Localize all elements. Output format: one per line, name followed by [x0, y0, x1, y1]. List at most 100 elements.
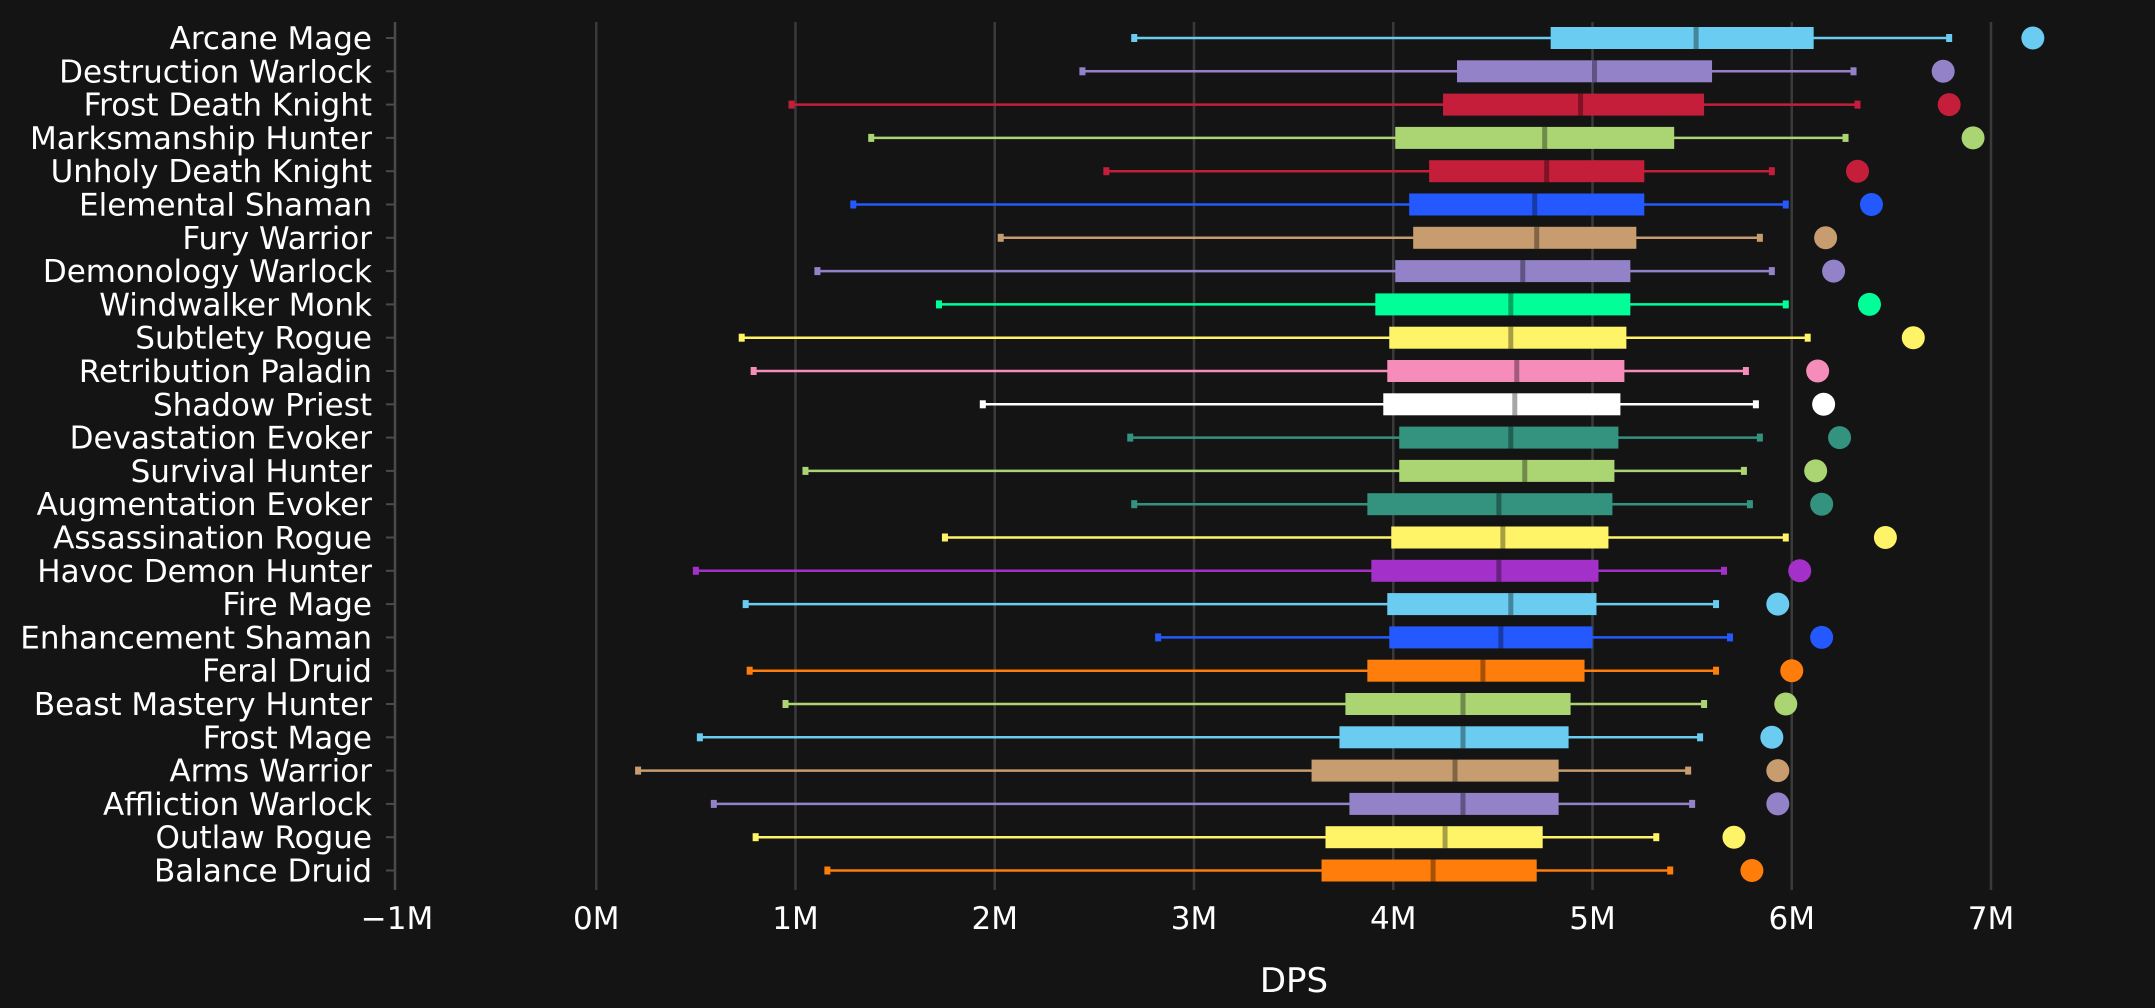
- category-label: Feral Druid: [202, 654, 372, 690]
- top-dps-point: [1931, 59, 1955, 83]
- median-marker: [1512, 393, 1518, 416]
- median-marker: [1496, 493, 1502, 516]
- box-row: [979, 392, 1836, 416]
- iqr-box: [1387, 360, 1625, 382]
- whisker-cap-max: [1946, 34, 1953, 42]
- category-label: Destruction Warlock: [59, 54, 372, 90]
- x-axis: −1M 0M 1M 2M 3M 4M 5M 6M 7M: [361, 901, 2014, 937]
- median-marker: [1442, 826, 1448, 849]
- whisker-cap-max: [1742, 367, 1749, 375]
- whisker-cap-max: [1768, 267, 1775, 276]
- median-marker: [1693, 27, 1699, 49]
- box-row: [692, 559, 1812, 583]
- category-label: Arms Warrior: [169, 754, 372, 790]
- box-row: [868, 126, 1985, 150]
- x-tick-label: 1M: [772, 901, 818, 937]
- category-label: Windwalker Monk: [99, 287, 372, 323]
- top-dps-point: [1766, 592, 1790, 616]
- whisker-cap-min: [696, 733, 703, 742]
- box-row: [824, 859, 1764, 882]
- whisker-cap-max: [1854, 100, 1861, 109]
- whisker-cap-max: [1697, 733, 1704, 742]
- iqr-box: [1391, 526, 1609, 549]
- iqr-box: [1413, 226, 1637, 249]
- top-dps-point: [1846, 159, 1870, 183]
- top-dps-point: [1822, 259, 1846, 283]
- whisker-cap-min: [742, 600, 749, 609]
- whisker-cap-min: [935, 300, 942, 309]
- median-marker: [1514, 360, 1520, 382]
- median-marker: [1508, 593, 1514, 616]
- whisker-cap-max: [1782, 200, 1789, 209]
- iqr-box: [1375, 293, 1631, 316]
- x-tick-label: 2M: [972, 901, 1018, 937]
- iqr-box: [1383, 393, 1621, 416]
- iqr-box: [1399, 459, 1615, 482]
- whisker-cap-max: [1756, 433, 1763, 442]
- top-dps-point: [1961, 126, 1985, 150]
- top-dps-point: [1766, 759, 1790, 783]
- iqr-box: [1399, 426, 1619, 449]
- category-label: Havoc Demon Hunter: [37, 554, 372, 590]
- whisker-cap-max: [1685, 766, 1692, 775]
- whisker-cap-max: [1752, 400, 1759, 409]
- whisker-cap-max: [1701, 700, 1708, 708]
- iqr-box: [1429, 160, 1645, 183]
- x-axis-title: DPS: [1260, 961, 1328, 1001]
- top-dps-point: [1780, 659, 1804, 683]
- category-label: Demonology Warlock: [43, 254, 372, 290]
- x-tick-label: 0M: [573, 901, 619, 937]
- whisker-cap-min: [824, 866, 831, 875]
- whisker-cap-min: [1127, 433, 1134, 442]
- category-label: Arcane Mage: [170, 21, 372, 57]
- whisker-cap-min: [746, 666, 753, 675]
- whisker-cap-min: [802, 466, 809, 475]
- category-label: Elemental Shaman: [79, 188, 372, 224]
- category-label: Frost Death Knight: [84, 88, 372, 124]
- category-label: Balance Druid: [154, 854, 372, 890]
- category-label: Augmentation Evoker: [37, 487, 373, 523]
- category-label: Marksmanship Hunter: [30, 121, 372, 157]
- whisker-cap-min: [1155, 633, 1162, 642]
- iqr-box: [1367, 493, 1613, 516]
- top-dps-point: [1812, 392, 1836, 416]
- whisker-cap-min: [1131, 34, 1138, 42]
- iqr-box: [1395, 126, 1675, 149]
- median-marker: [1578, 93, 1584, 116]
- top-dps-point: [1766, 792, 1790, 816]
- median-marker: [1534, 226, 1540, 249]
- top-dps-point: [1901, 326, 1925, 350]
- box-row: [1131, 26, 2045, 50]
- top-dps-point: [1788, 559, 1812, 583]
- whisker-cap-min: [1079, 67, 1086, 76]
- whisker-cap-min: [752, 833, 759, 842]
- whisker-cap-min: [692, 566, 699, 575]
- category-label: Devastation Evoker: [70, 421, 373, 457]
- median-marker: [1508, 426, 1514, 449]
- whisker-cap-min: [788, 100, 795, 109]
- whisker-cap-min: [979, 400, 986, 409]
- median-marker: [1460, 693, 1466, 715]
- x-tick-label: 4M: [1370, 901, 1416, 937]
- iqr-box: [1387, 593, 1597, 616]
- iqr-box: [1443, 93, 1705, 116]
- box-row: [1131, 492, 1834, 516]
- iqr-box: [1325, 826, 1543, 849]
- iqr-box: [1321, 859, 1537, 882]
- box-row: [788, 93, 1961, 117]
- median-marker: [1522, 459, 1528, 482]
- iqr-box: [1311, 759, 1559, 782]
- category-label: Subtlety Rogue: [135, 321, 372, 357]
- box-row: [850, 193, 1883, 216]
- whisker-cap-max: [1782, 300, 1789, 309]
- box-row: [997, 226, 1838, 250]
- whisker-cap-max: [1782, 533, 1789, 542]
- top-dps-point: [1873, 526, 1897, 549]
- gridlines: [595, 22, 1993, 890]
- top-dps-point: [1814, 226, 1838, 250]
- whisker-cap-max: [1768, 167, 1775, 176]
- category-label: Unholy Death Knight: [51, 154, 372, 190]
- category-label: Affliction Warlock: [103, 787, 372, 823]
- box-row: [1155, 625, 1834, 649]
